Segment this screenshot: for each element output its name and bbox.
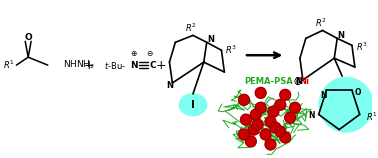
Text: $R^1$: $R^1$ — [3, 59, 14, 71]
Text: @: @ — [293, 77, 301, 86]
Text: C: C — [149, 61, 156, 70]
Text: PEMA-PSA: PEMA-PSA — [244, 77, 293, 86]
Circle shape — [275, 99, 286, 110]
Text: $\it{t}$-Bu-: $\it{t}$-Bu- — [104, 60, 125, 71]
Circle shape — [255, 102, 266, 113]
Text: $\oplus$: $\oplus$ — [130, 49, 138, 58]
Circle shape — [265, 139, 276, 150]
Circle shape — [265, 116, 276, 127]
Circle shape — [268, 106, 279, 117]
Text: O: O — [24, 33, 32, 42]
Text: $R^3$: $R^3$ — [356, 41, 368, 53]
Circle shape — [255, 87, 266, 98]
Text: $R^2$: $R^2$ — [185, 21, 197, 34]
Circle shape — [290, 102, 301, 113]
Text: +: + — [84, 59, 94, 72]
Circle shape — [239, 129, 249, 140]
Circle shape — [239, 94, 249, 105]
Text: N: N — [320, 91, 327, 100]
Text: N: N — [130, 61, 138, 70]
Circle shape — [285, 112, 296, 123]
Text: NHNH$_2$: NHNH$_2$ — [62, 59, 94, 71]
Ellipse shape — [319, 78, 373, 132]
Circle shape — [253, 119, 263, 130]
Circle shape — [245, 136, 256, 147]
Circle shape — [248, 124, 259, 135]
Text: I: I — [191, 100, 195, 110]
Text: $R^1$: $R^1$ — [366, 110, 377, 123]
Circle shape — [260, 129, 271, 140]
Text: N: N — [338, 31, 345, 40]
Text: $\ominus$: $\ominus$ — [146, 49, 154, 58]
Text: O: O — [355, 88, 361, 97]
Circle shape — [280, 89, 291, 100]
Ellipse shape — [179, 94, 207, 116]
Text: N: N — [166, 81, 173, 90]
Text: $R^3$: $R^3$ — [225, 44, 237, 56]
Text: N: N — [207, 35, 214, 44]
Circle shape — [240, 114, 251, 125]
Circle shape — [275, 126, 286, 137]
Text: Ni: Ni — [299, 77, 309, 86]
Text: +: + — [155, 59, 166, 72]
Circle shape — [250, 109, 261, 120]
Circle shape — [270, 122, 281, 133]
Text: N: N — [296, 77, 302, 86]
Text: N: N — [308, 111, 315, 120]
Text: $R^2$: $R^2$ — [315, 16, 326, 29]
Circle shape — [280, 132, 291, 143]
